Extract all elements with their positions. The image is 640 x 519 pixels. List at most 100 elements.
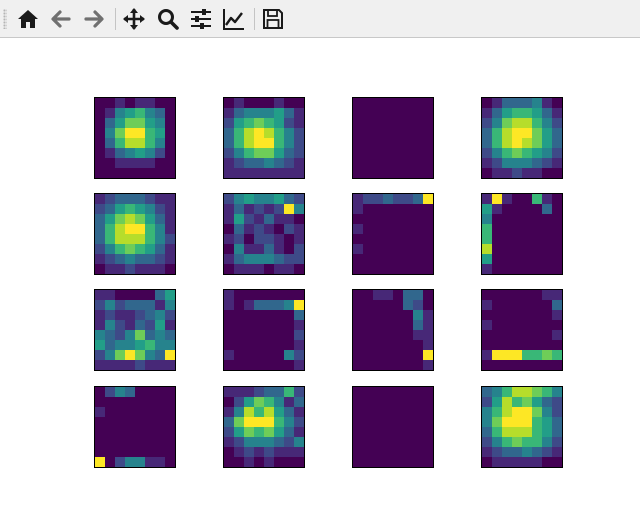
- heatmap-cell: [373, 254, 384, 265]
- heatmap-cell: [115, 264, 126, 274]
- heatmap-panel-8: [481, 193, 563, 275]
- heatmap-cell: [502, 340, 513, 351]
- heatmap-cell: [532, 447, 543, 458]
- heatmap-cell: [413, 244, 424, 255]
- heatmap-cell: [274, 138, 285, 149]
- heatmap-cell: [254, 340, 265, 351]
- heatmap-cell: [165, 168, 175, 178]
- heatmap-cell: [542, 407, 553, 418]
- heatmap-cell: [234, 310, 245, 321]
- heatmap-cell: [95, 128, 106, 139]
- heatmap-cell: [423, 427, 433, 438]
- heatmap-cell: [482, 300, 493, 311]
- heatmap-cell: [284, 158, 295, 169]
- heatmap-cell: [552, 158, 562, 169]
- heatmap-cell: [125, 224, 136, 235]
- heatmap-cell: [413, 360, 424, 370]
- heatmap-cell: [383, 407, 394, 418]
- heatmap-cell: [363, 447, 374, 458]
- heatmap-cell: [413, 234, 424, 245]
- heatmap-cell: [512, 138, 523, 149]
- heatmap-cell: [512, 108, 523, 119]
- heatmap-cell: [383, 360, 394, 370]
- heatmap-cell: [165, 417, 175, 428]
- save-button[interactable]: [259, 5, 287, 33]
- heatmap-cell: [264, 128, 275, 139]
- heatmap-cell: [383, 244, 394, 255]
- heatmap-cell: [413, 158, 424, 169]
- heatmap-cell: [383, 118, 394, 129]
- heatmap-cell: [502, 264, 513, 274]
- heatmap-cell: [254, 457, 265, 467]
- heatmap-cell: [413, 290, 424, 301]
- heatmap-cell: [482, 204, 493, 215]
- zoom-button[interactable]: [154, 5, 182, 33]
- heatmap-cell: [403, 204, 414, 215]
- heatmap-cell: [155, 128, 166, 139]
- heatmap-cell: [532, 194, 543, 205]
- heatmap-cell: [165, 407, 175, 418]
- configure-subplots-button[interactable]: [187, 5, 215, 33]
- heatmap-cell: [244, 350, 255, 361]
- heatmap-cell: [363, 427, 374, 438]
- heatmap-cell: [125, 417, 136, 428]
- heatmap-cell: [135, 310, 146, 321]
- figure-canvas[interactable]: [0, 38, 640, 519]
- heatmap-cell: [244, 340, 255, 351]
- heatmap-cell: [155, 98, 166, 109]
- heatmap-cell: [512, 437, 523, 448]
- heatmap-cell: [492, 234, 503, 245]
- heatmap-cell: [274, 360, 285, 370]
- toolbar-grip-handle[interactable]: [3, 9, 7, 29]
- heatmap-cell: [244, 234, 255, 245]
- heatmap-cell: [274, 214, 285, 225]
- heatmap-cell: [393, 407, 404, 418]
- heatmap-cell: [423, 254, 433, 265]
- heatmap-cell: [254, 290, 265, 301]
- heatmap-cell: [502, 244, 513, 255]
- heatmap-cell: [393, 350, 404, 361]
- heatmap-cell: [125, 437, 136, 448]
- heatmap-cell: [363, 417, 374, 428]
- heatmap-panel-13: [94, 386, 176, 468]
- heatmap-cell: [234, 108, 245, 119]
- heatmap-cell: [125, 108, 136, 119]
- heatmap-cell: [105, 340, 116, 351]
- heatmap-cell: [224, 397, 235, 408]
- heatmap-cell: [234, 224, 245, 235]
- heatmap-cell: [482, 128, 493, 139]
- edit-parameters-button[interactable]: [220, 5, 248, 33]
- heatmap-cell: [403, 387, 414, 398]
- heatmap-cell: [105, 168, 116, 178]
- heatmap-cell: [363, 118, 374, 129]
- heatmap-cell: [512, 330, 523, 341]
- heatmap-cell: [353, 254, 364, 265]
- heatmap-cell: [105, 350, 116, 361]
- heatmap-cell: [105, 360, 116, 370]
- pan-button[interactable]: [120, 5, 148, 33]
- heatmap-cell: [502, 397, 513, 408]
- heatmap-cell: [363, 148, 374, 159]
- heatmap-cell: [274, 234, 285, 245]
- heatmap-cell: [244, 264, 255, 274]
- home-button[interactable]: [14, 5, 42, 33]
- heatmap-cell: [115, 320, 126, 331]
- heatmap-cell: [363, 407, 374, 418]
- heatmap-image: [353, 98, 433, 178]
- forward-button[interactable]: [80, 5, 108, 33]
- heatmap-cell: [512, 397, 523, 408]
- heatmap-cell: [244, 148, 255, 159]
- heatmap-cell: [482, 290, 493, 301]
- heatmap-cell: [274, 290, 285, 301]
- heatmap-cell: [224, 300, 235, 311]
- heatmap-cell: [423, 300, 433, 311]
- heatmap-cell: [165, 340, 175, 351]
- heatmap-cell: [155, 427, 166, 438]
- heatmap-cell: [224, 340, 235, 351]
- heatmap-cell: [373, 118, 384, 129]
- heatmap-cell: [254, 214, 265, 225]
- back-button[interactable]: [47, 5, 75, 33]
- heatmap-cell: [115, 427, 126, 438]
- heatmap-cell: [413, 148, 424, 159]
- heatmap-cell: [135, 128, 146, 139]
